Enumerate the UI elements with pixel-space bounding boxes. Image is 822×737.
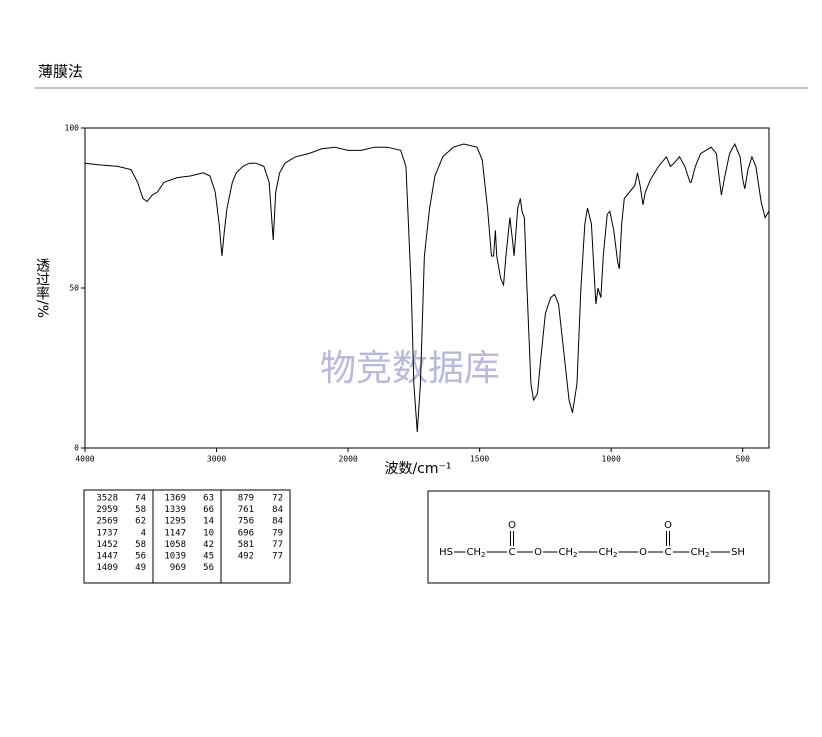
x-tick-label: 2000 [338,455,357,464]
structure-frame [427,490,770,584]
peak-wavenumber: 761 [238,505,254,515]
peak-transmittance: 66 [203,505,214,515]
peak-transmittance: 63 [203,494,214,504]
page-title: 薄膜法 [38,63,83,81]
peak-wavenumber: 3528 [96,494,118,504]
atom-label: CH [559,547,574,558]
carbonyl-oxygen: O [664,520,672,531]
atom-group: C [509,547,516,558]
peak-transmittance: 10 [203,528,214,538]
atom-label: C [665,547,672,558]
y-tick-label: 50 [69,284,79,293]
peak-transmittance: 58 [135,540,146,550]
atom-group: CH2 [599,547,618,559]
atom-group: C [665,547,672,558]
atom-group: CH2 [559,547,578,559]
atom-label: CH [691,547,706,558]
peak-wavenumber: 879 [238,494,254,504]
peak-wavenumber: 1737 [96,528,118,538]
atom-label: HS [439,547,453,558]
x-tick-label: 3000 [207,455,226,464]
atom-subscript: 2 [481,551,485,559]
peak-transmittance: 72 [272,494,283,504]
peak-transmittance: 84 [272,505,283,515]
peak-wavenumber: 1039 [164,552,186,562]
atom-group: SH [731,547,745,558]
peak-transmittance: 58 [135,505,146,515]
atom-subscript: 2 [705,551,709,559]
peak-table-frame [83,489,291,584]
peak-transmittance: 14 [203,517,214,527]
atom-label: CH [599,547,614,558]
x-tick-label: 4000 [75,455,94,464]
watermark: 物竞数据库 [320,348,500,389]
peak-transmittance: 84 [272,517,283,527]
atom-group: CH2 [691,547,710,559]
peak-transmittance: 56 [203,563,214,573]
peak-wavenumber: 1452 [96,540,118,550]
peak-wavenumber: 1369 [164,494,186,504]
peak-transmittance: 4 [141,528,146,538]
atom-subscript: 2 [613,551,617,559]
peak-wavenumber: 1147 [164,528,186,538]
peak-transmittance: 79 [272,528,283,538]
peak-transmittance: 42 [203,540,214,550]
peak-transmittance: 62 [135,517,146,527]
peak-wavenumber: 2959 [96,505,118,515]
atom-label: O [639,547,647,558]
x-tick-label: 500 [735,455,750,464]
peak-transmittance: 56 [135,552,146,562]
peak-wavenumber: 581 [238,540,254,550]
x-tick-label: 1500 [470,455,489,464]
x-axis-label: 波数/cm⁻¹ [384,461,451,477]
peak-wavenumber: 1339 [164,505,186,515]
atom-subscript: 2 [573,551,577,559]
atom-label: SH [731,547,745,558]
atom-label: O [534,547,542,558]
carbonyl-oxygen: O [508,520,516,531]
peak-wavenumber: 1058 [164,540,186,550]
atom-group: CH2 [467,547,486,559]
peak-wavenumber: 1295 [164,517,186,527]
peak-transmittance: 77 [272,540,283,550]
peak-wavenumber: 2569 [96,517,118,527]
peak-wavenumber: 756 [238,517,254,527]
x-tick-label: 1000 [602,455,621,464]
spectrum-line [84,142,770,433]
y-axis-label: 透过率/% [34,258,50,318]
atom-label: CH [467,547,482,558]
peak-transmittance: 77 [272,552,283,562]
y-tick-label: 100 [65,124,80,133]
peak-wavenumber: 696 [238,528,254,538]
atom-group: HS [439,547,453,558]
peak-transmittance: 45 [203,552,214,562]
peak-transmittance: 74 [135,494,146,504]
peak-transmittance: 49 [135,563,146,573]
peak-wavenumber: 969 [170,563,186,573]
peak-wavenumber: 492 [238,552,254,562]
atom-label: C [509,547,516,558]
y-tick-label: 0 [74,444,79,453]
peak-wavenumber: 1409 [96,563,118,573]
atom-group: O [534,547,542,558]
peak-wavenumber: 1447 [96,552,118,562]
atom-group: O [639,547,647,558]
